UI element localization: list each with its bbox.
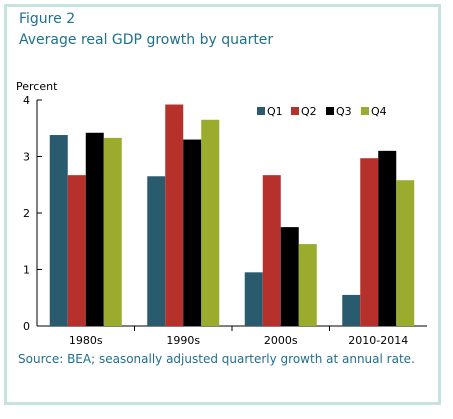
- legend-swatch-q3: [326, 107, 334, 115]
- bar-q3-1990s: [183, 139, 202, 326]
- bar-q4-1980s: [103, 137, 122, 326]
- bar-q1-1980s: [49, 135, 68, 326]
- bar-q3-1980s: [85, 132, 104, 326]
- bar-q3-2010-2014: [378, 150, 397, 326]
- figure-label: Figure 2: [19, 11, 76, 27]
- x-tick-label: 2010-2014: [348, 334, 408, 347]
- legend-swatch-q1: [257, 107, 265, 115]
- figure-title: Average real GDP growth by quarter: [19, 32, 274, 48]
- legend-label-q4: Q4: [371, 105, 387, 118]
- legend: Q1 Q2 Q3 Q4: [257, 105, 387, 118]
- bar-q4-2000s: [298, 244, 317, 326]
- legend-swatch-q2: [291, 107, 299, 115]
- y-tick-label: 1: [23, 264, 30, 277]
- bar-q2-1990s: [165, 104, 184, 327]
- x-tick-label: 1980s: [69, 334, 103, 347]
- bar-q2-2000s: [262, 175, 281, 326]
- y-tick-label: 0: [23, 320, 30, 333]
- legend-label-q1: Q1: [267, 105, 283, 118]
- y-axis-label: Percent: [16, 80, 58, 93]
- legend-label-q2: Q2: [301, 105, 317, 118]
- y-tick-label: 2: [23, 207, 30, 220]
- legend-swatch-q4: [361, 107, 369, 115]
- y-tick-label: 4: [23, 94, 30, 107]
- bar-q2-1980s: [67, 175, 86, 326]
- legend-label-q3: Q3: [336, 105, 352, 118]
- bar-q4-1990s: [201, 119, 220, 327]
- x-tick-label: 2000s: [264, 334, 298, 347]
- bar-q4-2010-2014: [396, 180, 415, 326]
- source-note: Source: BEA; seasonally adjusted quarter…: [18, 352, 415, 366]
- bars: [49, 104, 415, 327]
- bar-q1-2000s: [244, 272, 263, 326]
- bar-q1-2010-2014: [342, 294, 361, 326]
- y-tick-label: 3: [23, 151, 30, 164]
- x-tick-label: 1990s: [166, 334, 200, 347]
- bar-q3-2000s: [280, 227, 299, 326]
- bar-q2-2010-2014: [360, 158, 379, 326]
- bar-q1-1990s: [147, 176, 166, 326]
